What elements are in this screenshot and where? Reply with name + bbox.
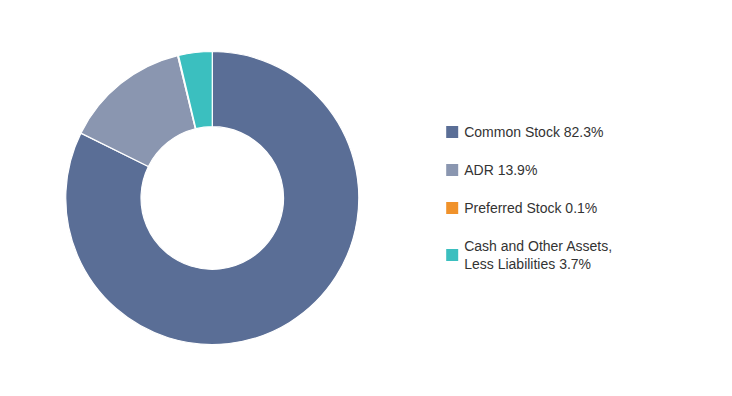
svg-text:Preferred Stock 0.1%: Preferred Stock 0.1% — [464, 200, 597, 216]
svg-text:ADR 13.9%: ADR 13.9% — [464, 162, 537, 178]
svg-text:Common Stock 82.3%: Common Stock 82.3% — [464, 124, 603, 140]
svg-text:Less Liabilities 3.7%: Less Liabilities 3.7% — [464, 256, 591, 272]
svg-text:Cash and Other Assets,: Cash and Other Assets, — [464, 238, 612, 254]
